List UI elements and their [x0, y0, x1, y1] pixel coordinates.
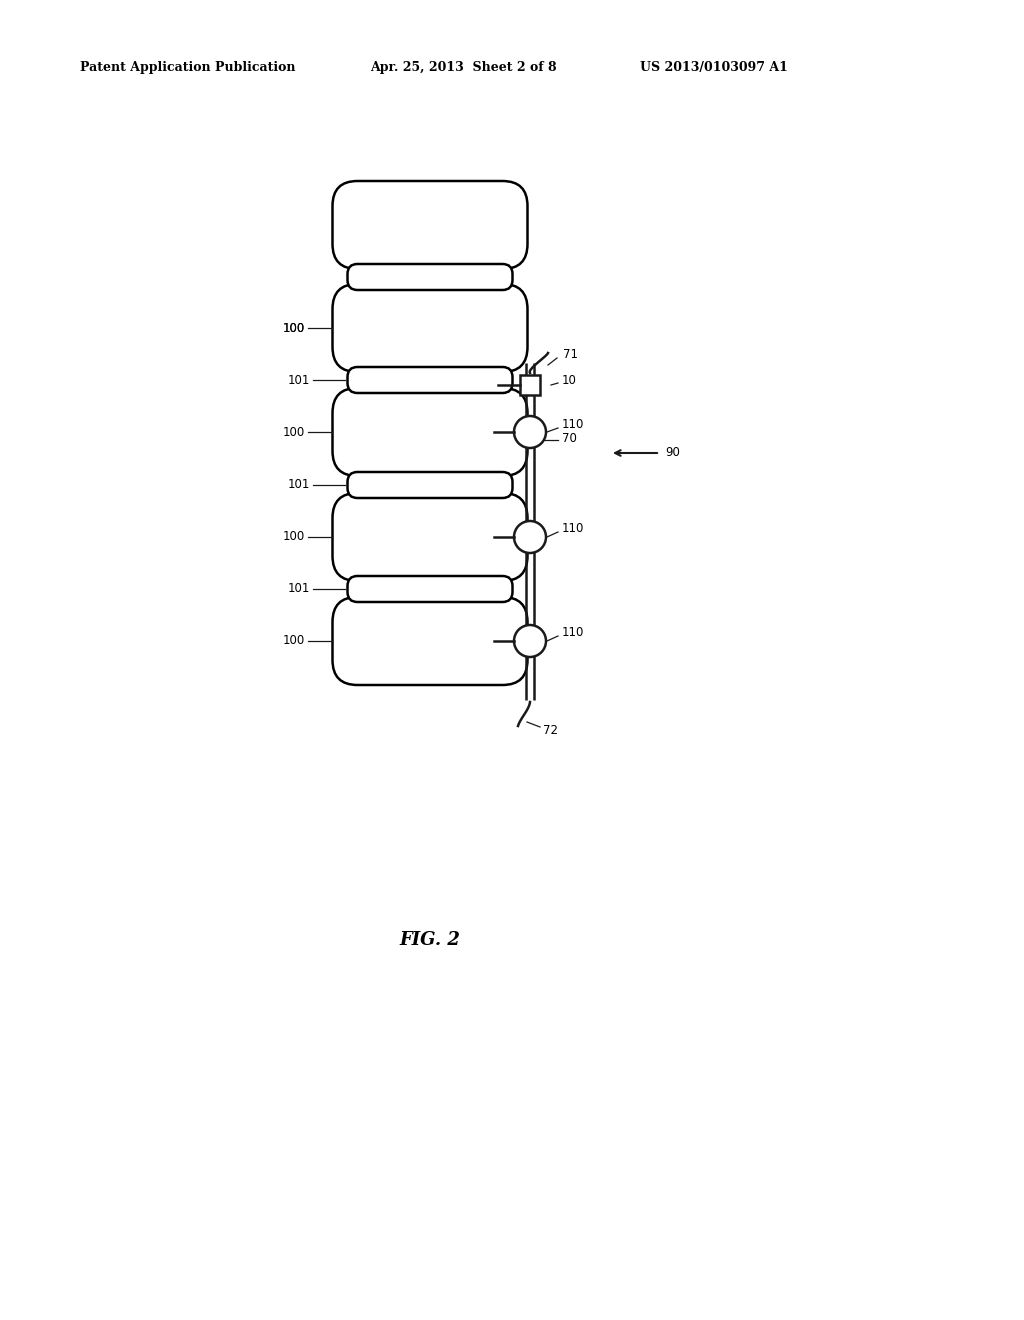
Text: FIG. 2: FIG. 2 — [399, 931, 461, 949]
Text: 101: 101 — [288, 582, 310, 595]
FancyBboxPatch shape — [347, 264, 512, 290]
Text: Apr. 25, 2013  Sheet 2 of 8: Apr. 25, 2013 Sheet 2 of 8 — [370, 62, 557, 74]
FancyBboxPatch shape — [347, 367, 512, 393]
FancyBboxPatch shape — [333, 284, 527, 372]
Circle shape — [514, 624, 546, 657]
Text: 100: 100 — [283, 425, 305, 438]
Text: 71: 71 — [563, 347, 578, 360]
FancyBboxPatch shape — [333, 597, 527, 685]
FancyBboxPatch shape — [333, 388, 527, 477]
Text: 100: 100 — [283, 635, 305, 648]
Text: 100: 100 — [283, 531, 305, 544]
Text: 100: 100 — [283, 322, 305, 334]
FancyBboxPatch shape — [333, 492, 527, 581]
FancyBboxPatch shape — [520, 375, 540, 395]
FancyBboxPatch shape — [347, 473, 512, 498]
Text: 10: 10 — [562, 374, 577, 387]
Text: 101: 101 — [288, 374, 310, 387]
Text: 70: 70 — [562, 432, 577, 445]
Text: Patent Application Publication: Patent Application Publication — [80, 62, 296, 74]
Text: 101: 101 — [288, 479, 310, 491]
Text: US 2013/0103097 A1: US 2013/0103097 A1 — [640, 62, 787, 74]
Text: 90: 90 — [665, 446, 680, 459]
Circle shape — [514, 416, 546, 447]
Text: 110: 110 — [562, 417, 585, 430]
Text: 110: 110 — [562, 626, 585, 639]
FancyBboxPatch shape — [347, 576, 512, 602]
Text: 72: 72 — [543, 723, 558, 737]
Circle shape — [514, 521, 546, 553]
Text: 100: 100 — [283, 322, 305, 334]
Text: 110: 110 — [562, 521, 585, 535]
FancyBboxPatch shape — [333, 181, 527, 269]
